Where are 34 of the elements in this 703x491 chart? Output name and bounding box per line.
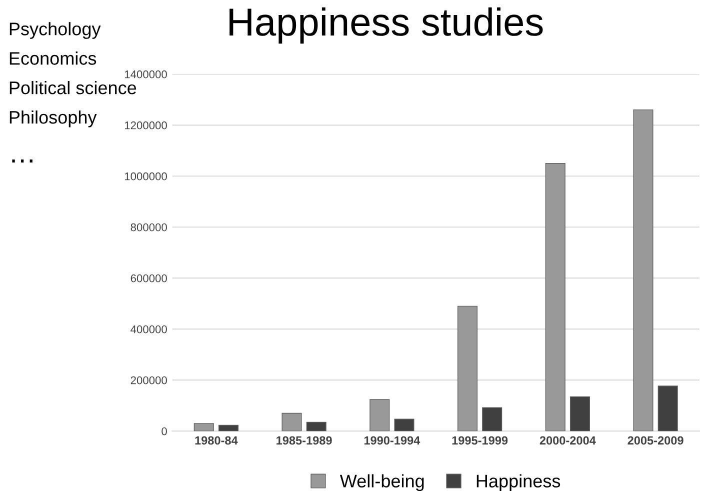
text: Psychology [10,22,101,39]
x-tick-label: 2000-2004 [540,436,596,445]
x-tick-label: 2005-2009 [628,436,684,445]
y-tick-label: 1000000 [124,172,167,180]
bar [482,407,502,432]
bar [306,422,326,432]
chart-title: Happiness studies [230,7,543,44]
text: … [12,160,32,163]
x-tick-label: 1980-84 [195,436,238,445]
text: Political science [10,81,136,94]
bar [282,412,302,432]
bar [394,418,414,432]
bar [457,306,478,432]
y-tick-label: 1400000 [124,70,167,78]
bar [218,424,238,432]
y-tick-label: 600000 [130,274,167,282]
text: Philosophy [10,110,97,128]
bar [194,423,214,432]
x-tick-label: 1995-1999 [452,436,508,445]
y-tick-label: 400000 [130,325,167,334]
bar [658,386,678,432]
bar [570,396,590,432]
legend-label: Well-being [340,474,424,491]
bar [545,163,566,432]
x-tick-label: 1990-1994 [364,436,420,445]
y-tick-label: 200000 [130,376,167,384]
text: Economics [10,52,96,65]
legend-label: Happiness [476,474,560,491]
y-tick-label: 1200000 [124,121,167,130]
bar [370,399,390,432]
bar [633,109,654,432]
y-tick-label: 800000 [130,223,167,232]
y-tick-label: 0 [162,427,167,436]
x-tick-label: 1985-1989 [276,436,332,445]
